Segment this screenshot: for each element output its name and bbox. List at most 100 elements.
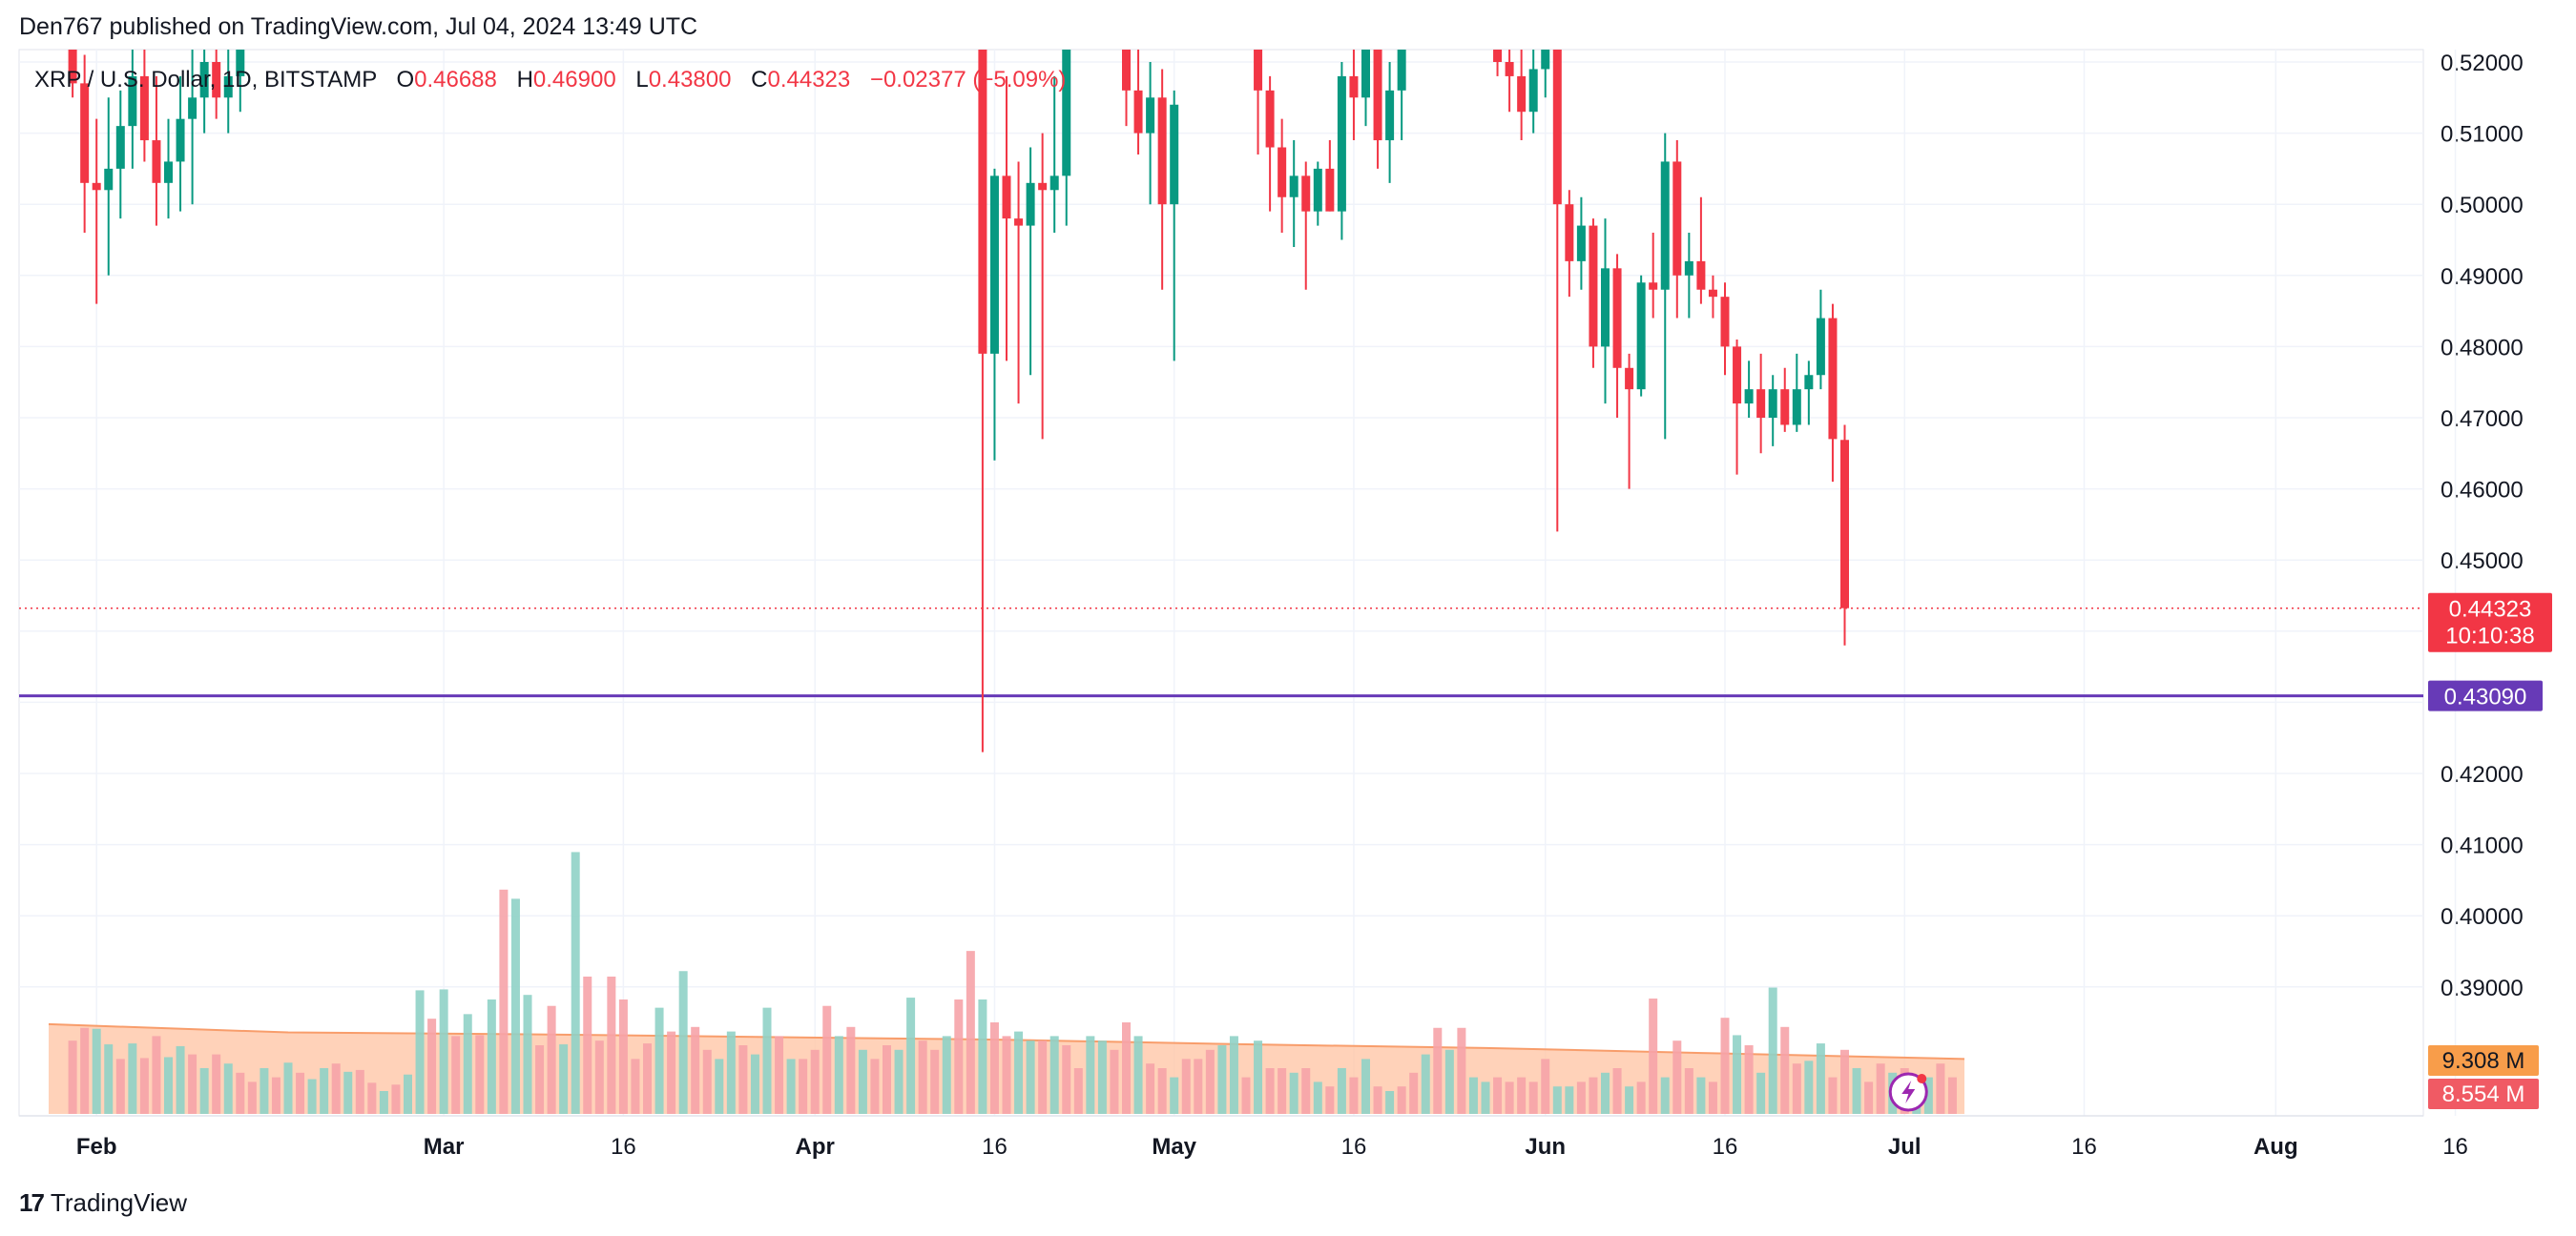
volume-bar <box>164 1057 173 1114</box>
volume-bar <box>1301 1068 1311 1114</box>
volume-bar <box>559 1044 569 1114</box>
publisher-header: Den767 published on TradingView.com, Jul… <box>19 13 698 40</box>
volume-bar <box>1528 1082 1538 1114</box>
volume-bar <box>199 1068 209 1114</box>
candle-body <box>1744 389 1754 404</box>
volume-bar <box>1852 1068 1861 1114</box>
candle-body <box>1565 204 1574 261</box>
candle-body <box>199 62 209 98</box>
candle-body <box>1684 260 1693 276</box>
candle-body <box>1660 161 1670 290</box>
volume-bar <box>1733 1035 1742 1114</box>
volume-bar <box>786 1059 796 1114</box>
close-label: C <box>751 67 768 93</box>
volume-bar <box>1421 1054 1430 1114</box>
candle-body <box>1337 75 1346 212</box>
high-label: H <box>516 67 533 93</box>
candle-body <box>1780 389 1790 425</box>
volume-bar <box>1864 1082 1874 1114</box>
volume-bar <box>883 1045 891 1114</box>
change-value: −0.02377 (−5.09%) <box>869 67 1067 93</box>
volume-bar <box>1373 1086 1382 1114</box>
volume-bar <box>906 998 916 1114</box>
volume-bar <box>415 990 425 1114</box>
candle-body <box>1026 182 1035 226</box>
x-tick-label: 16 <box>1341 1134 1367 1160</box>
volume-bar <box>1086 1036 1095 1114</box>
level-price-value: 0.43090 <box>2444 685 2527 711</box>
candle-body <box>1002 175 1011 219</box>
volume-bar <box>1468 1077 1478 1114</box>
volume-bar <box>271 1077 280 1114</box>
volume-bar <box>1181 1059 1191 1114</box>
volume-bar <box>1696 1077 1706 1114</box>
volume-tag-value: 9.308 M <box>2442 1048 2525 1074</box>
candle-body <box>1014 218 1024 226</box>
volume-bar <box>487 999 496 1114</box>
volume-bar <box>1205 1049 1215 1114</box>
tradingview-footer[interactable]: 17 TradingView <box>19 1188 187 1218</box>
candle-body <box>1589 225 1598 347</box>
volume-bar <box>930 1049 940 1114</box>
candle-body <box>1576 225 1586 261</box>
volume-bar <box>1397 1086 1406 1114</box>
volume-bar <box>1409 1072 1419 1114</box>
volume-bar <box>1493 1077 1503 1114</box>
volume-bar <box>702 1049 712 1114</box>
volume-bar <box>1552 1086 1562 1114</box>
candle-body <box>978 50 987 354</box>
candle-body <box>1265 90 1275 148</box>
volume-bar <box>1612 1068 1622 1114</box>
volume-bar <box>463 1014 472 1114</box>
volume-bar <box>1457 1027 1466 1114</box>
candle-body <box>164 161 173 183</box>
candle-body <box>1804 375 1814 390</box>
candle-body <box>1696 260 1706 290</box>
symbol-label[interactable]: XRP / U.S. Dollar, 1D, BITSTAMP <box>34 67 377 93</box>
volume-bar <box>1565 1086 1574 1114</box>
volume-bar <box>1062 1045 1071 1114</box>
volume-bar <box>1625 1086 1634 1114</box>
volume-bar <box>1229 1036 1238 1114</box>
volume-bar <box>535 1045 545 1114</box>
volume-bar <box>139 1058 149 1114</box>
volume-bar <box>654 1007 664 1114</box>
volume-bar <box>439 989 448 1114</box>
candle-body <box>104 168 114 191</box>
volume-bar <box>1325 1086 1335 1114</box>
volume-bar <box>1923 1077 1933 1114</box>
volume-bar <box>260 1068 269 1114</box>
volume-bar <box>858 1049 867 1114</box>
volume-bar <box>1433 1027 1443 1114</box>
candle-body <box>1038 182 1048 191</box>
candle-body <box>1289 175 1298 197</box>
candle-body <box>1612 268 1622 368</box>
candle-body <box>1733 346 1742 404</box>
volume-bar <box>451 1036 461 1114</box>
tradingview-logo-icon: 17 <box>19 1188 45 1217</box>
volume-bar <box>510 898 520 1114</box>
volume-bar <box>1756 1072 1766 1114</box>
volume-bar <box>1278 1068 1287 1114</box>
level-price-tag <box>2428 680 2543 711</box>
volume-bar <box>115 1059 125 1114</box>
last-price-tag <box>2428 592 2552 652</box>
volume-bar <box>128 1043 137 1114</box>
volume-bar <box>1097 1040 1107 1114</box>
candle-body <box>1361 50 1370 98</box>
volume-bar <box>176 1045 185 1114</box>
candle-body <box>1313 168 1322 212</box>
x-tick-label: 16 <box>2071 1134 2097 1160</box>
volume-bar <box>726 1031 736 1114</box>
candle-body <box>128 75 137 127</box>
candle-body <box>1493 50 1503 62</box>
volume-bar <box>691 1026 700 1114</box>
volume-bar <box>1038 1040 1048 1114</box>
volume-bar <box>367 1082 377 1114</box>
volume-bar <box>307 1079 317 1114</box>
close-value: 0.44323 <box>767 67 851 93</box>
candle-body <box>152 140 161 183</box>
price-chart[interactable]: 0.52000 0.51000 0.50000 0.49000 0.48000 0.470… <box>0 0 2576 1183</box>
volume-bar <box>954 999 964 1114</box>
volume-bar <box>1014 1031 1024 1114</box>
